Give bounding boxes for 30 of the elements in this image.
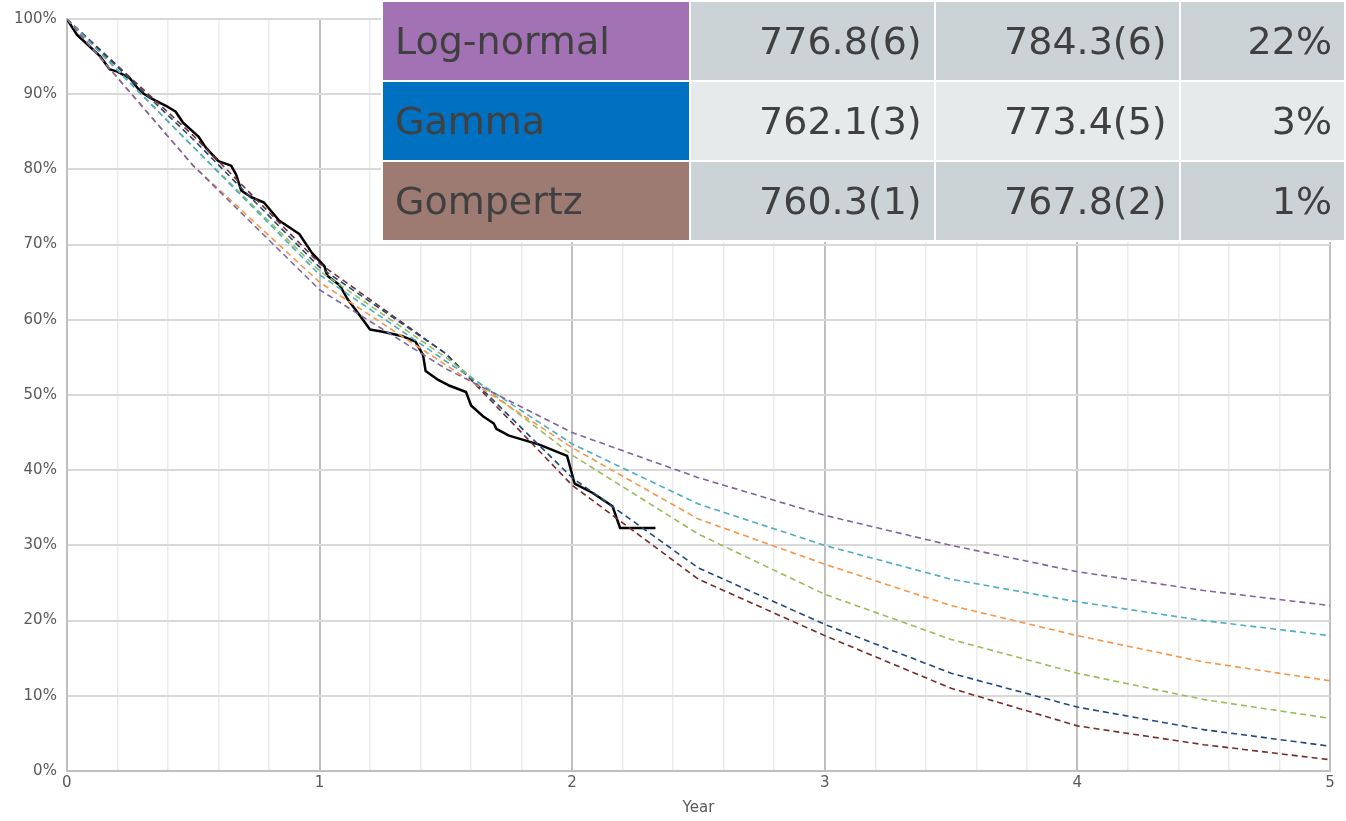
y-tick-label: 90% [23, 84, 57, 103]
x-axis-title: Year [681, 797, 716, 816]
table-row-header: Log-normal [383, 2, 689, 80]
y-tick-label: 40% [23, 460, 57, 479]
x-tick-label: 5 [1325, 772, 1335, 791]
table-cell: 767.8(2) [935, 162, 1179, 240]
y-tick-label: 80% [23, 159, 57, 178]
y-tick-label: 60% [23, 309, 57, 328]
x-tick-label: 1 [314, 772, 325, 791]
table-cell: 3% [1180, 82, 1344, 160]
table-cell: 762.1(3) [690, 82, 934, 160]
x-tick-label: 0 [62, 772, 72, 791]
table-cell: 773.4(5) [935, 82, 1179, 160]
y-tick-label: 20% [23, 610, 57, 629]
table-cell: 22% [1180, 2, 1344, 80]
y-tick-label: 100% [13, 8, 57, 27]
table-row-header: Gamma [383, 82, 689, 160]
table-cell: 760.3(1) [690, 162, 934, 240]
y-tick-label: 50% [23, 384, 57, 403]
table-cell: 1% [1180, 162, 1344, 240]
y-tick-label: 30% [23, 535, 57, 554]
y-tick-label: 70% [23, 234, 57, 253]
table-cell: 784.3(6) [935, 2, 1179, 80]
x-tick-label: 2 [567, 772, 577, 791]
y-tick-label: 0% [33, 760, 57, 779]
table-cell: 776.8(6) [690, 2, 934, 80]
table-row-header: Gompertz [383, 162, 689, 240]
x-tick-label: 3 [819, 772, 830, 791]
y-tick-label: 10% [23, 685, 57, 704]
x-tick-label: 4 [1072, 772, 1083, 791]
